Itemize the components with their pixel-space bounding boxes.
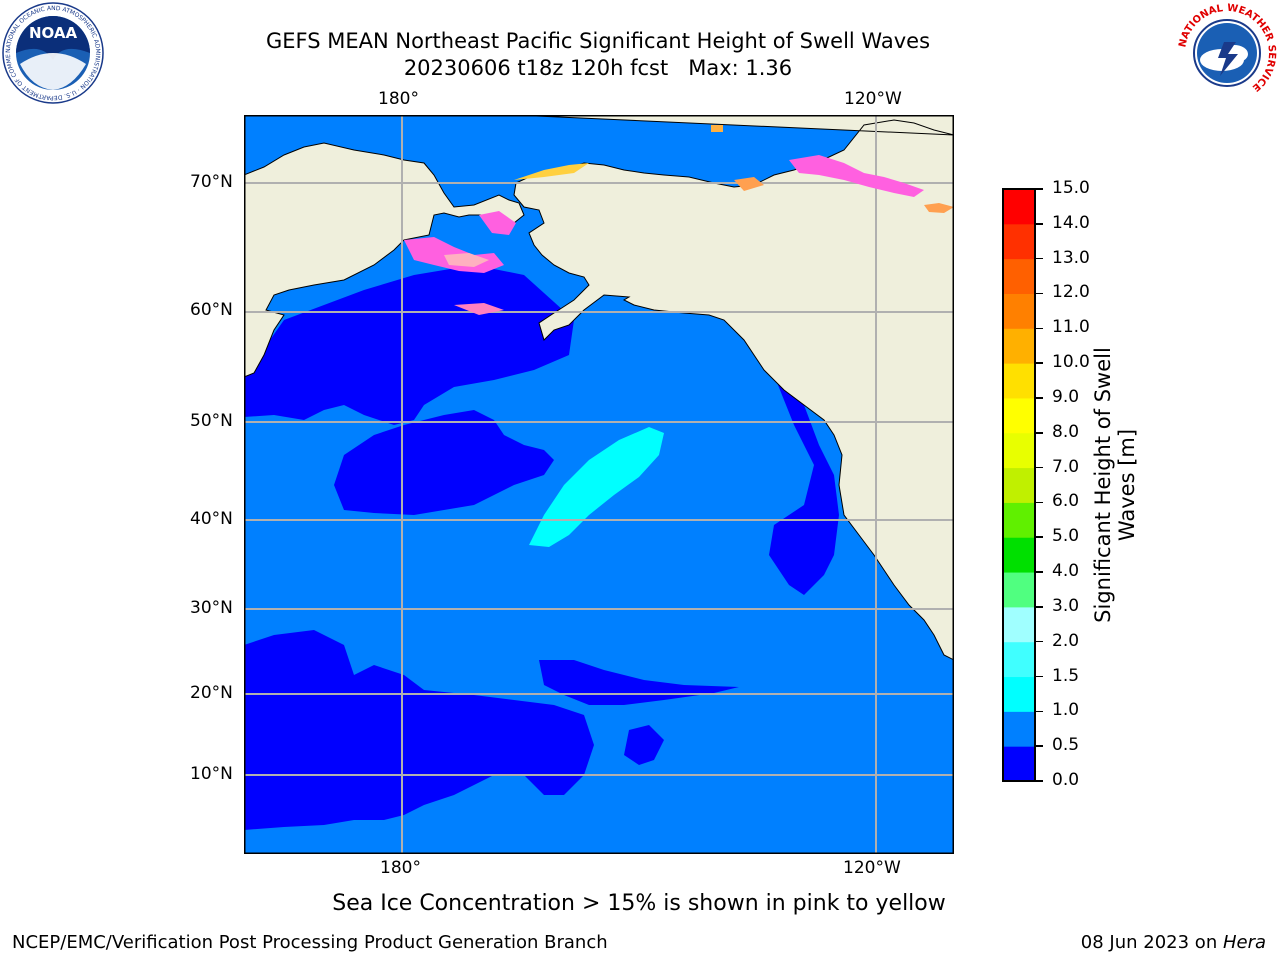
footer-date-text: 08 Jun 2023 on xyxy=(1080,932,1223,953)
lon-label-top-120w: 120°W xyxy=(844,89,902,109)
colorbar-tick-label: 1.5 xyxy=(1052,665,1080,686)
colorbar-tick-mark xyxy=(1036,327,1043,330)
footer-branch: NCEP/EMC/Verification Post Processing Pr… xyxy=(12,932,608,953)
colorbar-tick-label: 14.0 xyxy=(1052,212,1090,233)
colorbar-segment xyxy=(1003,746,1035,782)
low-swell-region-north xyxy=(244,265,574,425)
colorbar-segment xyxy=(1003,572,1035,608)
low-swell-region-south xyxy=(244,630,594,830)
lon-label-top-180: 180° xyxy=(378,89,419,109)
lat-label-20n: 20°N xyxy=(190,683,233,703)
lat-label-40n: 40°N xyxy=(190,509,233,529)
lon-label-bottom-180: 180° xyxy=(380,858,421,878)
colorbar-tick-mark xyxy=(1036,292,1043,295)
colorbar-title-line1: Significant Height of Swell xyxy=(1091,347,1115,623)
colorbar-segment xyxy=(1003,641,1035,678)
colorbar-tick-mark xyxy=(1036,223,1043,225)
colorbar-segment xyxy=(1003,537,1035,573)
colorbar-tick-mark xyxy=(1036,606,1043,608)
colorbar-tick-label: 4.0 xyxy=(1052,561,1080,582)
lat-label-10n: 10°N xyxy=(190,764,233,784)
colorbar-tick-label: 1.0 xyxy=(1052,700,1080,721)
low-swell-patch-southeast xyxy=(624,725,664,765)
low-swell-region-coast xyxy=(769,375,839,595)
map-subtitle: 20230606 t18z 120h fcst Max: 1.36 xyxy=(403,56,793,80)
colorbar-tick-mark xyxy=(1036,188,1043,190)
colorbar-tick-mark xyxy=(1036,362,1043,364)
colorbar-tick-label: 7.0 xyxy=(1052,456,1080,477)
colorbar-title-line2: Waves [m] xyxy=(1115,428,1139,542)
low-swell-region-gulf xyxy=(334,410,554,515)
noaa-logo: NOAA NATIONAL OCEANIC AND ATMOSPHERIC AD… xyxy=(2,2,104,104)
colorbar-tick-mark xyxy=(1036,501,1043,504)
colorbar-tick-label: 13.0 xyxy=(1052,247,1090,268)
colorbar-segment xyxy=(1003,189,1035,225)
colorbar-tick-mark xyxy=(1036,257,1043,260)
colorbar-segment xyxy=(1003,432,1035,469)
colorbar-tick-mark xyxy=(1036,571,1043,573)
colorbar-tick-mark xyxy=(1036,432,1043,434)
colorbar-segment xyxy=(1003,363,1035,399)
colorbar-tick-label: 9.0 xyxy=(1052,386,1080,407)
map-title: GEFS MEAN Northeast Pacific Significant … xyxy=(265,29,931,53)
footer-date: 08 Jun 2023 on Hera xyxy=(1081,932,1266,953)
footer-host: Hera xyxy=(1222,932,1266,953)
colorbar-tick-label: 11.0 xyxy=(1052,317,1090,338)
swell-height-map xyxy=(244,115,954,854)
higher-swell-region xyxy=(529,427,664,547)
lat-label-50n: 50°N xyxy=(190,411,233,431)
colorbar-tick-label: 3.0 xyxy=(1052,595,1080,616)
colorbar-segment xyxy=(1003,676,1035,712)
sea-ice-caption: Sea Ice Concentration > 15% is shown in … xyxy=(332,891,946,916)
colorbar-segment xyxy=(1003,223,1035,260)
svg-text:NOAA: NOAA xyxy=(29,24,78,42)
colorbar-tick-mark xyxy=(1036,536,1043,538)
colorbar-tick-mark xyxy=(1036,745,1043,747)
colorbar-tick-label: 8.0 xyxy=(1052,421,1080,442)
nws-logo: NATIONAL WEATHER SERVICE xyxy=(1177,3,1277,103)
colorbar-segment xyxy=(1003,467,1035,503)
colorbar xyxy=(1002,188,1036,782)
colorbar-segment xyxy=(1003,258,1035,294)
colorbar-tick-mark xyxy=(1036,397,1043,399)
colorbar-tick-label: 2.0 xyxy=(1052,630,1080,651)
colorbar-tick-label: 0.0 xyxy=(1052,770,1080,790)
colorbar-tick-label: 5.0 xyxy=(1052,526,1080,547)
colorbar-segment xyxy=(1003,502,1035,538)
colorbar-segment xyxy=(1003,328,1035,364)
colorbar-segment xyxy=(1003,711,1035,747)
colorbar-tick-label: 6.0 xyxy=(1052,491,1080,512)
lat-label-30n: 30°N xyxy=(190,598,233,618)
colorbar-tick-label: 12.0 xyxy=(1052,282,1090,303)
colorbar-segment xyxy=(1003,606,1035,643)
colorbar-tick-mark xyxy=(1036,466,1043,469)
colorbar-tick-label: 0.5 xyxy=(1052,735,1080,756)
colorbar-segment xyxy=(1003,293,1035,329)
colorbar-tick-label: 10.0 xyxy=(1052,352,1090,373)
colorbar-tick-mark xyxy=(1036,780,1043,782)
colorbar-tick-mark xyxy=(1036,640,1043,643)
sea-ice-patches xyxy=(404,125,954,315)
colorbar-tick-mark xyxy=(1036,710,1043,713)
colorbar-segment xyxy=(1003,397,1035,434)
colorbar-tick-label: 15.0 xyxy=(1052,178,1090,198)
lon-label-bottom-120w: 120°W xyxy=(843,858,901,878)
lat-label-70n: 70°N xyxy=(190,172,233,192)
colorbar-tick-mark xyxy=(1036,675,1043,678)
lat-label-60n: 60°N xyxy=(190,300,233,320)
graticule xyxy=(244,115,954,854)
map-frame xyxy=(244,115,954,854)
